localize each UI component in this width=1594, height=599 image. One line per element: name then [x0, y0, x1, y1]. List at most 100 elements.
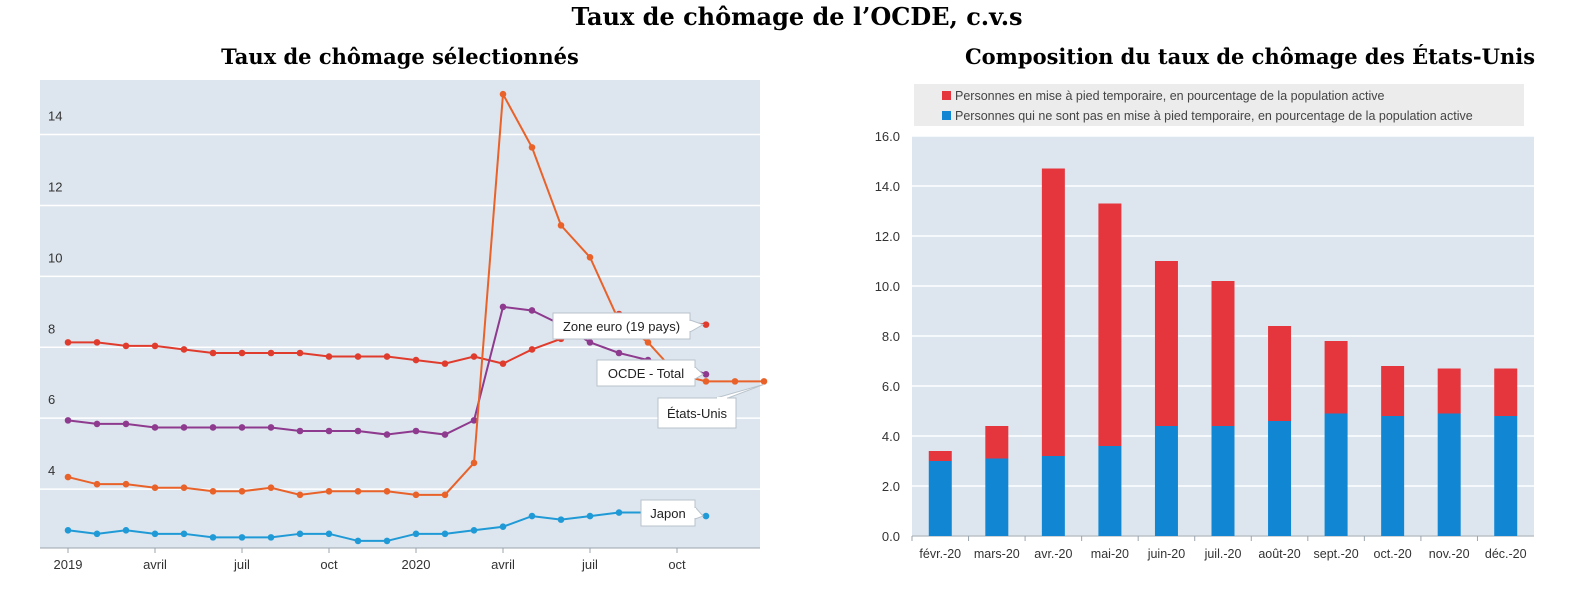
x-tick-label: mai-20 [1091, 547, 1129, 561]
data-point [325, 487, 333, 495]
data-point [267, 534, 275, 541]
data-point [528, 307, 536, 314]
series-label: Zone euro (19 pays) [563, 319, 680, 334]
bar-segment [1098, 203, 1122, 446]
bar-segment [1211, 281, 1235, 426]
series-label-pointer-mask [717, 397, 727, 399]
data-point [615, 509, 623, 516]
data-point [383, 353, 391, 360]
data-point [644, 339, 652, 346]
data-point [499, 360, 507, 367]
data-point [441, 360, 449, 367]
bar-segment [1324, 413, 1348, 536]
bar-segment [1041, 168, 1065, 456]
x-tick-label: août-20 [1258, 547, 1300, 561]
page-title: Taux de chômage de l’OCDE, c.v.s [571, 2, 1023, 31]
data-point [151, 342, 159, 350]
series-label-box [640, 499, 696, 527]
x-tick-label: juin-20 [1147, 547, 1186, 561]
data-point [93, 530, 101, 538]
x-tick-label: oct [320, 557, 338, 572]
y-tick-label: 12 [48, 179, 62, 194]
data-point [702, 370, 710, 378]
series-label-box [552, 312, 691, 340]
x-tick-label: avril [143, 557, 167, 572]
data-point [354, 487, 362, 495]
data-point [354, 427, 362, 435]
data-point [267, 484, 275, 492]
data-point [180, 424, 188, 431]
data-point [122, 526, 130, 534]
bar-segment [1154, 261, 1178, 426]
data-point [412, 356, 420, 364]
series-label-box [657, 397, 737, 429]
data-point [180, 484, 188, 492]
data-point [586, 512, 594, 520]
data-point [325, 530, 333, 538]
y-tick-label: 14 [48, 109, 62, 124]
y-tick-label: 6 [48, 392, 55, 407]
data-point [209, 349, 217, 357]
series-label: OCDE - Total [608, 366, 684, 381]
data-point [499, 523, 507, 531]
y-tick-label: 10.0 [875, 279, 900, 294]
y-tick-label: 10 [48, 250, 62, 265]
bar-segment [1381, 416, 1405, 536]
x-tick-label: oct [668, 557, 686, 572]
bar-segment [1098, 446, 1122, 536]
data-point [93, 339, 101, 346]
data-point [470, 353, 478, 360]
data-point [470, 417, 478, 424]
data-point [586, 339, 594, 346]
y-tick-label: 6.0 [882, 379, 900, 394]
data-point [209, 534, 217, 541]
data-point [209, 487, 217, 495]
bar-segment [1154, 426, 1178, 536]
data-point [412, 530, 420, 538]
data-point [383, 487, 391, 495]
bar-segment [1041, 456, 1065, 536]
bar-segment [985, 426, 1009, 459]
data-point [325, 427, 333, 435]
x-tick-label: avr.-20 [1034, 547, 1072, 561]
data-point [238, 349, 246, 357]
x-tick-label: nov.-20 [1429, 547, 1470, 561]
data-point [151, 424, 159, 431]
data-point [122, 342, 130, 350]
x-tick-label: 2020 [402, 557, 431, 572]
data-point [557, 516, 565, 523]
data-point [180, 530, 188, 538]
y-tick-label: 12.0 [875, 229, 900, 244]
series-label-pointer-mask [689, 321, 691, 331]
y-tick-label: 4.0 [882, 429, 900, 444]
data-point [441, 431, 449, 438]
data-point [93, 480, 101, 488]
data-point [731, 378, 739, 385]
legend-swatch [942, 111, 951, 120]
data-point [383, 431, 391, 438]
data-point [151, 530, 159, 538]
y-tick-label: 16.0 [875, 129, 900, 144]
x-tick-label: avril [491, 557, 515, 572]
left-chart-title: Taux de chômage sélectionnés [221, 44, 579, 69]
series-label-pointer-mask [694, 368, 696, 378]
y-tick-label: 8.0 [882, 329, 900, 344]
y-tick-label: 14.0 [875, 179, 900, 194]
data-point [180, 346, 188, 353]
data-point [702, 321, 710, 328]
data-point [354, 537, 362, 545]
x-tick-label: mars-20 [974, 547, 1020, 561]
data-point [64, 473, 72, 481]
data-point [122, 420, 130, 428]
bar-segment [1268, 421, 1292, 536]
bar-segment [1268, 326, 1292, 421]
data-point [760, 378, 768, 385]
data-point [238, 424, 246, 431]
legend-label: Personnes en mise à pied temporaire, en … [955, 89, 1384, 103]
x-tick-label: déc.-20 [1485, 547, 1527, 561]
data-point [209, 424, 217, 431]
data-point [296, 427, 304, 435]
right-chart-title: Composition du taux de chômage des États… [964, 44, 1536, 69]
bar-segment [1437, 413, 1461, 536]
series-label: Japon [650, 506, 685, 521]
